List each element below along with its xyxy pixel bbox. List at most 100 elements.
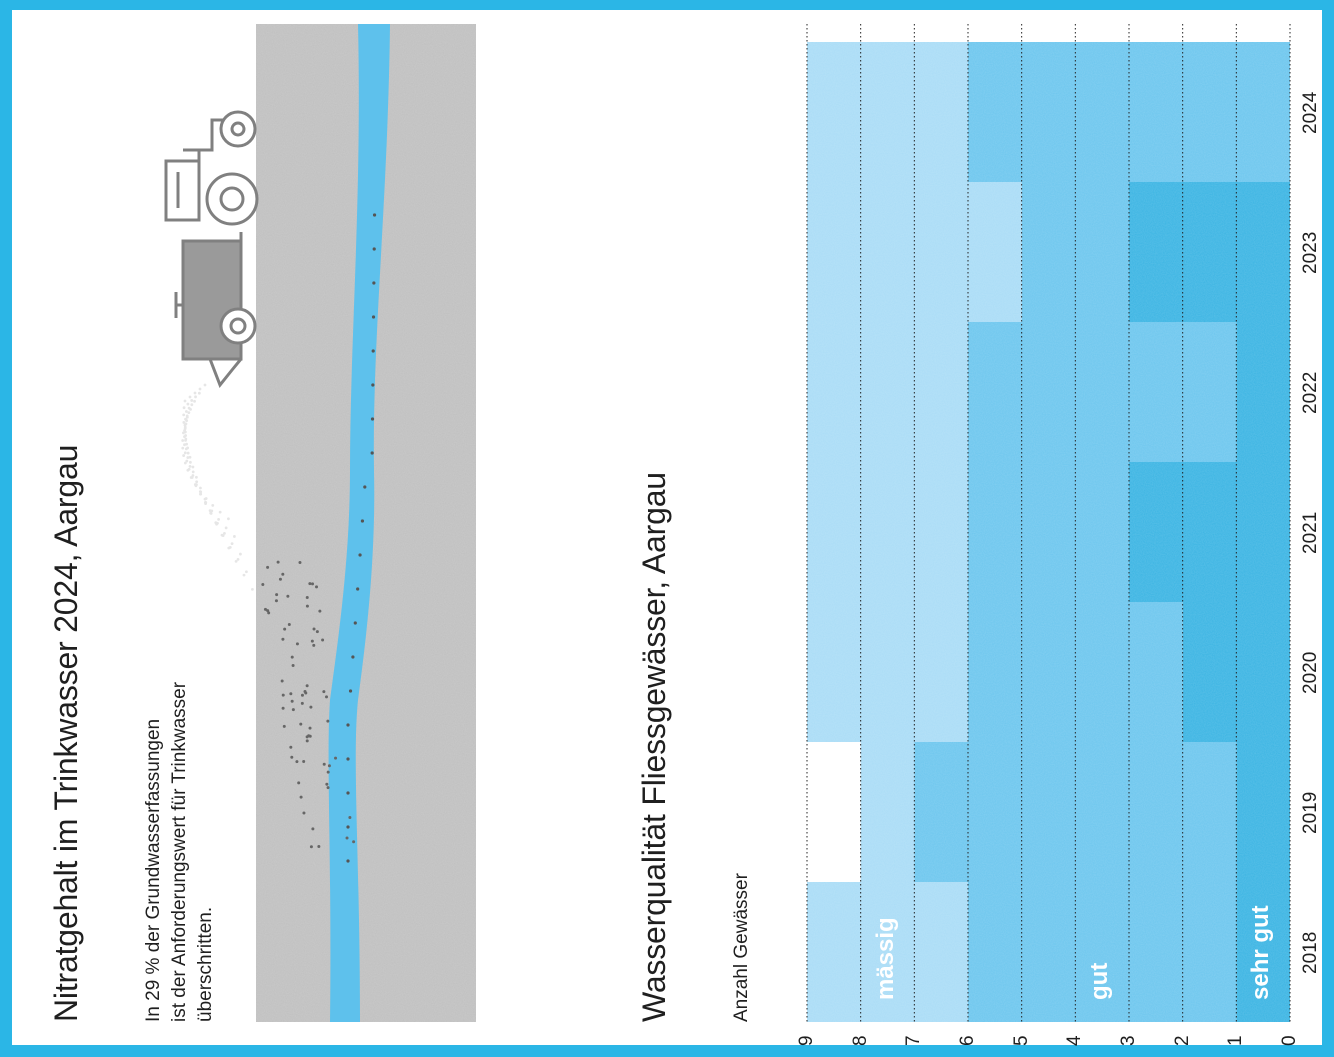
river-dot: [346, 757, 350, 761]
ground-dot: [308, 582, 312, 586]
spray-dot: [185, 414, 189, 418]
ground-dot: [327, 764, 331, 768]
tractor-icon: [164, 110, 259, 388]
spray-dot: [208, 509, 212, 513]
y-tick-label: 6: [957, 1035, 978, 1046]
ground-dot: [325, 782, 329, 786]
spray-dot: [191, 474, 195, 477]
ground-dot: [334, 756, 338, 760]
spray-dot: [188, 460, 192, 464]
ground-dot: [297, 781, 301, 785]
y-tick-label: 7: [903, 1035, 925, 1046]
ground-dot: [290, 655, 294, 659]
spray-dot: [186, 456, 190, 459]
river-dot: [360, 519, 365, 523]
ground-dot: [281, 706, 285, 710]
spray-dot: [187, 406, 191, 410]
ground-dot: [290, 699, 294, 703]
ground-illustration: [164, 24, 476, 1022]
ground-dot: [276, 560, 280, 564]
y-tick-label: 5: [1010, 1035, 1032, 1046]
spray-dot: [186, 451, 190, 455]
ground-dot: [305, 596, 309, 600]
spray-dot: [191, 470, 195, 474]
river-dot: [371, 349, 375, 353]
nitrate-dots-ground: [261, 560, 356, 849]
ground-dot: [322, 690, 326, 694]
spray-dot: [209, 511, 213, 515]
spray-dot: [227, 517, 230, 521]
spray-nozzle: [208, 358, 243, 388]
spray-dot: [181, 439, 185, 442]
river-dot: [356, 587, 360, 591]
spray-dot: [218, 510, 222, 514]
spray-dot: [195, 483, 198, 487]
ground-dot: [312, 643, 316, 647]
spray-dot: [203, 497, 207, 501]
y-axis-label: Anzahl Gewässer: [731, 873, 752, 1022]
river-dot: [348, 689, 353, 693]
ground-dot: [299, 795, 303, 799]
bar-texture: [807, 42, 1290, 1022]
tractor-front-wheel: [219, 110, 257, 148]
band-label: gut: [1086, 962, 1114, 1000]
ground-dot: [308, 734, 312, 738]
ground-dot: [261, 583, 265, 587]
ground-dot: [302, 760, 306, 764]
spray-dot: [193, 399, 196, 403]
spray-dot: [184, 410, 188, 413]
spray-dot: [224, 526, 228, 530]
ground-dot: [263, 607, 267, 611]
spray-dot: [203, 383, 207, 387]
title-nitrate: Nitratgehalt im Trinkwasser 2024, Aargau: [48, 444, 84, 1022]
ground-dot: [289, 745, 293, 749]
ground-dot: [303, 689, 307, 693]
spray-dot: [220, 533, 224, 537]
ground-dot: [295, 760, 299, 764]
spray-dot: [188, 465, 192, 468]
x-tick-label: 2020: [1300, 651, 1321, 694]
ground-dot: [309, 845, 313, 849]
ground-dot: [291, 708, 295, 712]
tractor-front-hub: [230, 121, 246, 137]
spray-dot: [183, 461, 187, 465]
ground-dot: [315, 630, 319, 634]
ground-dot: [289, 692, 293, 696]
trailer-wheel: [219, 307, 257, 345]
spray-dot: [184, 434, 188, 437]
ground-dot: [266, 565, 270, 569]
ground-dot: [266, 609, 270, 613]
spray-dot: [194, 395, 197, 399]
ground-dot: [283, 627, 287, 631]
spray-dot: [184, 437, 188, 441]
spray-dot: [217, 517, 220, 521]
spray-dot: [227, 546, 231, 550]
ground-dot: [305, 604, 309, 608]
x-tick-label: 2019: [1300, 791, 1321, 834]
river-dot: [371, 315, 376, 319]
spray-dot: [191, 465, 195, 469]
river-dot: [363, 485, 367, 489]
y-tick-label: 9: [796, 1035, 817, 1046]
ground-dot: [312, 627, 316, 631]
y-tick-label: 0: [1279, 1035, 1300, 1046]
ground-dot: [308, 726, 312, 730]
ground-dot: [348, 816, 352, 820]
spray-dot: [214, 521, 218, 525]
river-dot: [351, 655, 355, 659]
spray-dot: [188, 395, 192, 399]
river-dot: [370, 417, 375, 421]
ground-dot: [345, 836, 349, 840]
ground-dot: [309, 705, 313, 709]
ground-dot: [326, 770, 330, 774]
ground-dot: [326, 786, 330, 790]
river-dot: [346, 723, 350, 727]
ground-dot: [310, 639, 314, 643]
spray-dot: [195, 475, 198, 479]
ground-dot: [282, 724, 286, 728]
spray-dot: [183, 429, 186, 432]
spray-dot: [186, 402, 190, 406]
x-tick-label: 2022: [1300, 371, 1321, 414]
spray-dot: [185, 459, 189, 463]
x-tick-label: 2018: [1300, 931, 1321, 974]
